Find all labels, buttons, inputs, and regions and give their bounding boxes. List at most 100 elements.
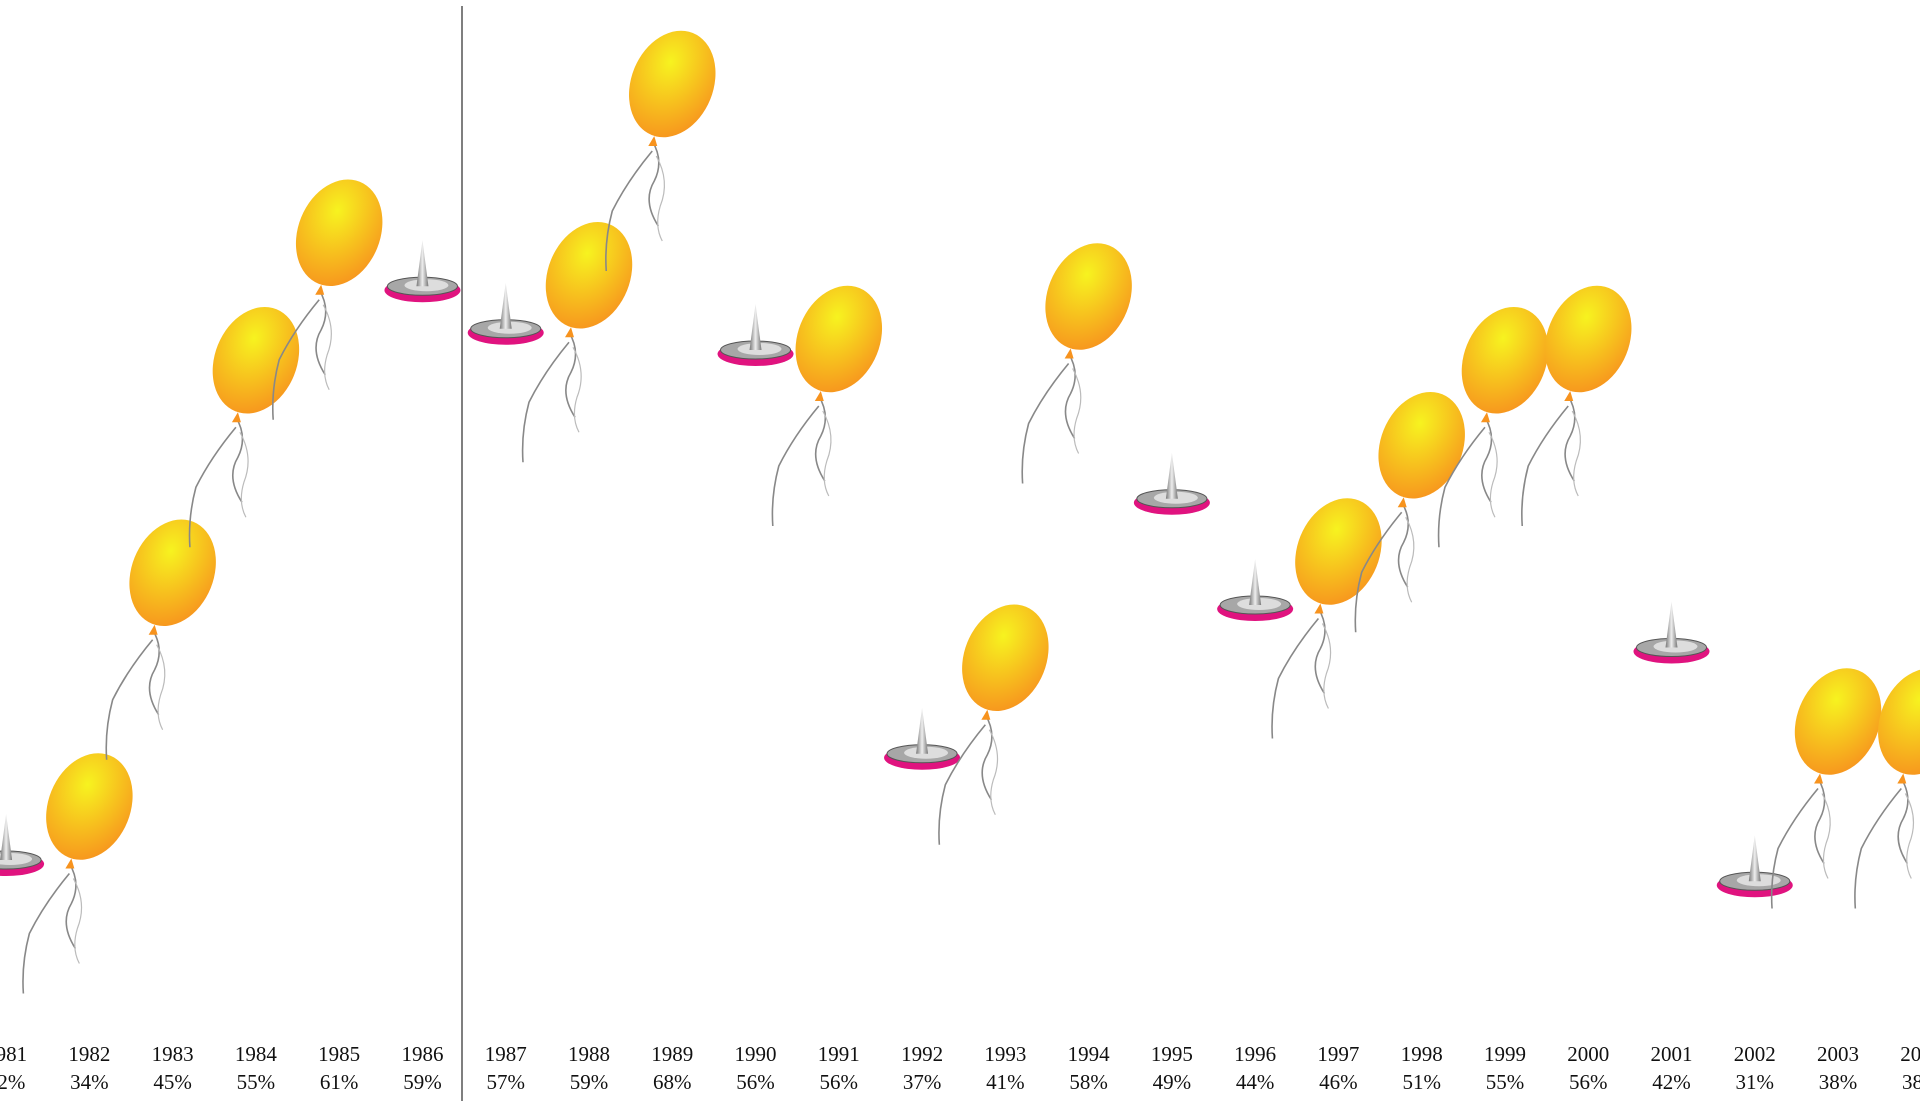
- pin: [384, 240, 461, 303]
- value-label: 59%: [403, 1070, 442, 1094]
- year-label: 2004: [1900, 1042, 1920, 1066]
- year-label: 1981: [0, 1042, 27, 1066]
- balloon-string-2: [239, 431, 249, 518]
- balloon-body: [629, 30, 716, 138]
- balloon-knot: [1897, 773, 1907, 784]
- pin-spike: [1748, 835, 1761, 882]
- balloon-string-2: [1321, 623, 1332, 709]
- balloon-knot: [648, 136, 658, 146]
- balloon: [771, 285, 883, 527]
- balloon-string-2: [822, 410, 832, 497]
- balloon-string-2: [572, 346, 582, 433]
- year-label: 2002: [1734, 1042, 1776, 1066]
- balloon-string-2: [1571, 410, 1581, 497]
- balloon-string: [1271, 608, 1326, 739]
- value-label: 31%: [1736, 1070, 1775, 1094]
- year-label: 1993: [984, 1042, 1026, 1066]
- pin-spike: [1665, 601, 1678, 648]
- value-label: 45%: [153, 1070, 192, 1094]
- balloon-string: [1770, 778, 1826, 909]
- balloon: [22, 753, 133, 994]
- balloon-knot: [981, 709, 991, 720]
- balloon-body: [212, 306, 300, 414]
- balloon-string-2: [1072, 368, 1082, 454]
- balloon-knot: [1814, 773, 1824, 784]
- balloon-body: [795, 285, 883, 393]
- balloon-body: [46, 753, 133, 860]
- pin: [1133, 452, 1210, 515]
- balloon: [521, 221, 633, 463]
- value-label: 56%: [1569, 1070, 1608, 1094]
- year-label: 1994: [1068, 1042, 1111, 1066]
- value-label: 55%: [237, 1070, 276, 1094]
- balloon-knot: [148, 624, 158, 635]
- value-label: 37%: [903, 1070, 942, 1094]
- value-label: 61%: [320, 1070, 359, 1094]
- balloon: [188, 306, 300, 548]
- value-label: 68%: [653, 1070, 692, 1094]
- balloon: [1521, 285, 1632, 527]
- balloon-string-2: [156, 644, 166, 731]
- value-label: 38%: [1902, 1070, 1920, 1094]
- value-label: 34%: [70, 1070, 109, 1094]
- balloon-string: [521, 331, 577, 463]
- balloon-knot: [231, 412, 241, 423]
- balloon-knot: [1314, 603, 1324, 614]
- year-label: 1991: [818, 1042, 860, 1066]
- year-label: 1998: [1401, 1042, 1443, 1066]
- balloon-body: [129, 519, 216, 627]
- balloon: [1354, 391, 1465, 633]
- year-label: 1986: [401, 1042, 443, 1066]
- balloon-string-2: [988, 729, 999, 816]
- value-label: 46%: [1319, 1070, 1358, 1094]
- balloon-body: [295, 179, 383, 287]
- balloon-string: [1354, 501, 1409, 633]
- balloon-string-2: [1821, 793, 1831, 879]
- balloon: [105, 519, 216, 760]
- balloon-string-2: [655, 155, 665, 242]
- balloon-string: [938, 714, 993, 845]
- balloon-knot: [1480, 412, 1490, 423]
- balloon-knot: [1397, 497, 1407, 508]
- year-label: 1989: [651, 1042, 693, 1066]
- value-label: 44%: [1236, 1070, 1275, 1094]
- year-label: 1984: [235, 1042, 278, 1066]
- balloon-string-2: [1405, 516, 1415, 603]
- balloon-body: [1544, 285, 1632, 393]
- balloon-knot: [564, 327, 574, 338]
- value-label: 59%: [570, 1070, 609, 1094]
- balloon-knot: [65, 858, 75, 869]
- value-label: 49%: [1153, 1070, 1192, 1094]
- balloon: [272, 179, 383, 420]
- year-label: 1995: [1151, 1042, 1193, 1066]
- year-label: 1987: [485, 1042, 527, 1066]
- year-label: 1985: [318, 1042, 360, 1066]
- balloon-knot: [814, 391, 824, 401]
- balloon-string: [1021, 353, 1076, 484]
- balloon-string: [605, 140, 660, 272]
- balloon-string-2: [1904, 793, 1915, 879]
- pin: [1633, 601, 1710, 664]
- balloon-body: [545, 221, 633, 329]
- year-label: 2001: [1651, 1042, 1693, 1066]
- value-label: 56%: [736, 1070, 775, 1094]
- balloon-string: [188, 416, 244, 548]
- balloon-string-2: [322, 304, 332, 391]
- balloon-string: [22, 863, 77, 994]
- year-label: 1988: [568, 1042, 610, 1066]
- year-label: 1990: [735, 1042, 777, 1066]
- value-label: 57%: [486, 1070, 525, 1094]
- year-label: 2003: [1817, 1042, 1859, 1066]
- balloon: [1437, 306, 1549, 548]
- balloon-knot: [1064, 348, 1074, 359]
- pin: [884, 707, 961, 770]
- year-label: 1992: [901, 1042, 943, 1066]
- year-label: 1983: [152, 1042, 194, 1066]
- balloon-body: [1878, 668, 1920, 775]
- year-label: 1999: [1484, 1042, 1526, 1066]
- balloon-string: [272, 289, 327, 420]
- pin-spike: [416, 240, 429, 287]
- balloon-body: [1378, 391, 1465, 499]
